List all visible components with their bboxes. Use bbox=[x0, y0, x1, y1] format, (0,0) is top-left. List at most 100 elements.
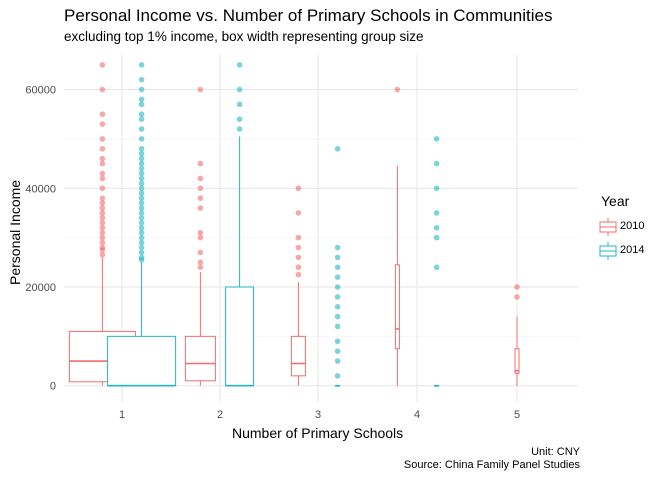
outlier-point-2010 bbox=[99, 195, 106, 201]
outlier-point-2010 bbox=[197, 86, 204, 93]
outlier-point-2014 bbox=[138, 224, 145, 231]
caption-source: Source: China Family Panel Studies bbox=[403, 459, 580, 471]
outlier-point-2014 bbox=[138, 205, 145, 211]
outlier-point-2010 bbox=[295, 244, 302, 251]
x-axis-label: Number of Primary Schools bbox=[232, 425, 404, 441]
outlier-point-2010 bbox=[99, 229, 106, 236]
outlier-point-2014 bbox=[334, 313, 341, 320]
outlier-point-2010 bbox=[99, 239, 106, 246]
outlier-point-2014 bbox=[138, 229, 145, 236]
outlier-point-2014 bbox=[334, 254, 341, 261]
outlier-point-2010 bbox=[99, 155, 106, 162]
outlier-point-2014 bbox=[138, 200, 145, 206]
outlier-point-2010 bbox=[394, 86, 401, 93]
outlier-point-2014 bbox=[433, 234, 440, 241]
outlier-point-2010 bbox=[99, 175, 106, 182]
outlier-point-2014 bbox=[138, 195, 145, 201]
x-tick-label: 1 bbox=[119, 409, 125, 421]
outlier-point-2014 bbox=[138, 86, 145, 93]
outlier-point-2014 bbox=[433, 210, 440, 216]
outlier-point-2010 bbox=[197, 264, 204, 271]
x-tick-label: 2 bbox=[217, 409, 223, 421]
outlier-point-2014 bbox=[138, 96, 145, 103]
outlier-point-2010 bbox=[99, 215, 106, 221]
outlier-point-2014 bbox=[138, 165, 145, 172]
outlier-point-2010 bbox=[99, 200, 106, 206]
legend-key-2010 bbox=[599, 218, 617, 236]
outlier-point-2010 bbox=[295, 210, 302, 216]
outlier-point-2014 bbox=[236, 62, 243, 68]
outlier-point-2010 bbox=[99, 224, 106, 231]
outlier-point-2010 bbox=[197, 195, 204, 201]
y-tick-label: 40000 bbox=[25, 183, 56, 195]
box-2014 bbox=[107, 335, 177, 387]
outlier-point-2010 bbox=[99, 145, 106, 152]
chart-subtitle: excluding top 1% income, box width repre… bbox=[64, 29, 424, 44]
y-axis-label: Personal Income bbox=[7, 179, 23, 285]
outlier-point-2010 bbox=[99, 185, 106, 192]
outlier-point-2014 bbox=[138, 190, 145, 197]
box-2010 bbox=[514, 348, 520, 374]
x-tick-label: 3 bbox=[315, 409, 321, 421]
outlier-point-2010 bbox=[197, 249, 204, 256]
outlier-point-2014 bbox=[138, 111, 145, 118]
outlier-point-2010 bbox=[99, 210, 106, 216]
outlier-point-2014 bbox=[433, 185, 440, 192]
outlier-point-2010 bbox=[99, 121, 106, 127]
outlier-point-2014 bbox=[138, 234, 145, 241]
outlier-point-2010 bbox=[197, 205, 204, 211]
outlier-point-2014 bbox=[236, 101, 243, 108]
outlier-point-2014 bbox=[138, 101, 145, 108]
outlier-point-2010 bbox=[99, 220, 106, 226]
chart-title: Personal Income vs. Number of Primary Sc… bbox=[64, 6, 553, 25]
outlier-point-2010 bbox=[197, 185, 204, 192]
outlier-point-2014 bbox=[138, 254, 145, 261]
outlier-point-2014 bbox=[334, 145, 341, 152]
outlier-point-2014 bbox=[433, 136, 440, 142]
outlier-point-2014 bbox=[334, 284, 341, 290]
caption-unit: Unit: CNY bbox=[531, 446, 580, 458]
outlier-point-2014 bbox=[138, 244, 145, 251]
outlier-point-2014 bbox=[334, 244, 341, 251]
outlier-point-2014 bbox=[334, 294, 341, 300]
outlier-point-2010 bbox=[197, 234, 204, 241]
outlier-point-2010 bbox=[99, 244, 106, 251]
outlier-point-2010 bbox=[197, 259, 204, 266]
outlier-point-2014 bbox=[433, 160, 440, 167]
outlier-point-2010 bbox=[514, 284, 520, 290]
outlier-point-2014 bbox=[138, 170, 145, 177]
outlier-point-2014 bbox=[138, 150, 145, 157]
outlier-point-2010 bbox=[295, 234, 302, 241]
outlier-point-2010 bbox=[295, 264, 302, 271]
outlier-point-2010 bbox=[197, 160, 204, 167]
outlier-point-2010 bbox=[295, 185, 302, 192]
outlier-point-2014 bbox=[138, 220, 145, 226]
box-2010 bbox=[184, 335, 216, 382]
legend-key-2014 bbox=[599, 242, 617, 260]
outlier-point-2014 bbox=[138, 210, 145, 216]
x-tick-label: 4 bbox=[414, 409, 420, 421]
outlier-point-2014 bbox=[138, 62, 145, 68]
outlier-point-2010 bbox=[99, 205, 106, 211]
y-tick-label: 20000 bbox=[25, 282, 56, 294]
outlier-point-2014 bbox=[138, 175, 145, 182]
outlier-point-2014 bbox=[138, 249, 145, 256]
outlier-point-2014 bbox=[138, 180, 145, 187]
outlier-point-2014 bbox=[334, 323, 341, 330]
outlier-point-2014 bbox=[334, 338, 341, 345]
outlier-point-2010 bbox=[99, 136, 106, 142]
legend-title: Year bbox=[601, 193, 630, 209]
outlier-point-2014 bbox=[138, 145, 145, 152]
outlier-point-2014 bbox=[433, 224, 440, 231]
box-2010 bbox=[394, 264, 400, 350]
outlier-point-2010 bbox=[514, 294, 520, 300]
legend-label-2014: 2014 bbox=[620, 244, 645, 256]
outlier-point-2014 bbox=[138, 160, 145, 167]
legend-label-2010: 2010 bbox=[620, 220, 645, 232]
box-2010 bbox=[290, 335, 306, 377]
outlier-point-2010 bbox=[197, 175, 204, 182]
outlier-point-2014 bbox=[334, 348, 341, 354]
outlier-point-2014 bbox=[334, 358, 341, 364]
outlier-point-2010 bbox=[99, 160, 106, 167]
outlier-point-2010 bbox=[99, 111, 106, 118]
